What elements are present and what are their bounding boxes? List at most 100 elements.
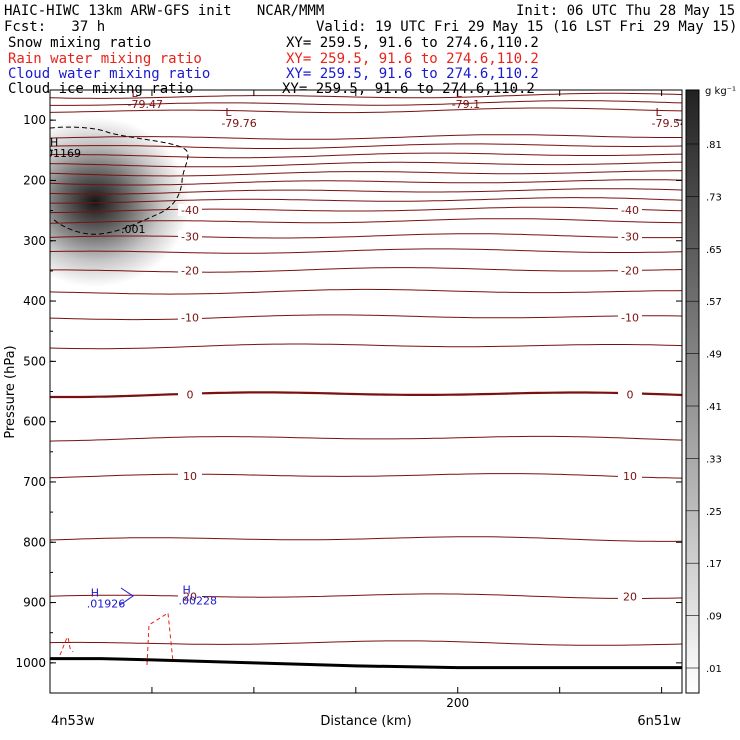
ice-contour-label: .001: [121, 223, 146, 236]
colorbar-label: .09: [706, 612, 722, 623]
temperature-contour: [50, 343, 682, 350]
temperature-contour: [50, 100, 682, 106]
y-tick-label: 600: [23, 415, 46, 429]
contour-label-bg: [618, 311, 642, 324]
colorbar: [685, 89, 700, 694]
temperature-contour: [50, 92, 682, 99]
temperature-contours: -40 -40 -30 -30 -20 -20 -10 -10 0 0 10 10 20 20: [50, 92, 682, 646]
contour-label: -30: [181, 231, 199, 244]
y-tick-label: 900: [23, 596, 46, 610]
contour-label: -40: [181, 204, 199, 217]
temperature-contour: [50, 640, 682, 646]
contour-label-bg: [618, 590, 642, 603]
y-tick-label: 700: [23, 475, 46, 489]
temperature-contour: [50, 267, 682, 273]
colorbar-label: .81: [706, 140, 722, 151]
annotation-marker: L: [456, 87, 463, 100]
contour-label-bg: [178, 230, 202, 243]
colorbar-label: .25: [706, 507, 722, 518]
annotation-marker: L: [225, 106, 232, 119]
field-label-cloud-ice: Cloud ice mixing ratio: [8, 81, 194, 97]
temperature-contour: [50, 435, 682, 442]
contour-label-bg: [178, 311, 202, 324]
colorbar-ticks: .81 .73 .65 .57 .49 .41 .33 .25 .17 .09 .01: [686, 140, 722, 675]
temperature-contour: [50, 473, 682, 479]
colorbar-label: .49: [706, 350, 722, 361]
contour-label-bg: [618, 388, 642, 401]
annotation-marker: H: [50, 136, 58, 149]
annotation-value: -79.54: [651, 117, 686, 130]
annotation-marker: H: [91, 587, 99, 600]
x-axis: 20 0: [49, 90, 663, 710]
temperature-contour: [50, 248, 682, 254]
contour-label-bg: [178, 590, 202, 603]
temperature-contour: [50, 152, 682, 159]
temperature-contour: [50, 218, 682, 224]
temperature-contour: [50, 161, 682, 168]
contour-label-bg: [178, 203, 202, 216]
contour-label-bg: [618, 264, 642, 277]
contour-label-bg: [178, 469, 202, 482]
valid-time: Valid: 19 UTC Fri 29 May 15 (16 LST Fri …: [316, 19, 738, 35]
cloud-ice-contour: [50, 126, 189, 235]
annotation-value: -79.76: [221, 117, 256, 130]
temperature-contour: [50, 134, 682, 140]
temperature-contour: [50, 188, 682, 195]
y-tick-label: 100: [23, 113, 46, 127]
annotation-value: .01926: [87, 598, 126, 611]
temperature-contour: [50, 143, 682, 149]
contour-label: 0: [187, 389, 194, 402]
temperature-contour: [50, 314, 682, 321]
contour-label: -10: [181, 311, 199, 324]
temperature-contour: [50, 206, 682, 214]
annotation-value: -79.1: [452, 98, 480, 111]
annotation-marker: H: [183, 584, 191, 597]
colorbar-label: .17: [706, 559, 722, 570]
contour-label-bg: [618, 469, 642, 482]
y-tick-label: 300: [23, 234, 46, 248]
annotation-value: -79.47: [128, 98, 163, 111]
temperature-contour: [50, 197, 682, 204]
contour-label-bg: [178, 388, 202, 401]
field-xy-snow: XY= 259.5, 91.6 to 274.6,110.2: [286, 35, 539, 51]
contour-label: 20: [183, 591, 197, 604]
y-axis-title: Pressure (hPa): [3, 345, 18, 438]
annotations: .001L-79.76L-79.54L-79.47L-79.1H01169H.0…: [50, 87, 686, 611]
rain-contour-left: [59, 635, 74, 656]
colorbar-label: .73: [706, 192, 722, 203]
colorbar-label: .57: [706, 297, 722, 308]
colorbar-unit: g kg⁻¹: [705, 86, 736, 97]
temperature-contour: [50, 107, 682, 114]
annotation-value: .00228: [179, 595, 218, 608]
x-endpoint-left: 4n53w: [51, 714, 95, 729]
x-axis-title: Distance (km): [320, 714, 411, 729]
chart-title: HAIC-HIWC 13km ARW-GFS init NCAR/MMM: [4, 3, 325, 19]
colorbar-label: .33: [706, 454, 722, 465]
x-endpoint-right: 6n51w: [637, 714, 681, 729]
temperature-contour: [50, 288, 682, 295]
field-label-snow: Snow mixing ratio: [8, 35, 152, 51]
colorbar-label: .65: [706, 245, 722, 256]
temperature-contour: [50, 179, 682, 186]
contour-label: 10: [183, 470, 197, 483]
temperature-contour: [50, 233, 682, 239]
field-label-rain: Rain water mixing ratio: [8, 51, 202, 67]
temperature-contour: [50, 536, 682, 542]
y-tick-label: 400: [23, 294, 46, 308]
init-time: Init: 06 UTC Thu 28 May 15: [516, 3, 736, 19]
contour-label-bg: [178, 264, 202, 277]
y-tick-label: 800: [23, 535, 46, 549]
y-tick-label: 200: [23, 173, 46, 187]
contour-label: -30: [621, 231, 639, 244]
rain-contour-middle: [146, 612, 174, 666]
contour-label: 10: [623, 470, 637, 483]
contour-label: -10: [621, 311, 639, 324]
field-xy-rain: XY= 259.5, 91.6 to 274.6,110.2: [286, 51, 539, 67]
contour-label: 0: [627, 389, 634, 402]
temperature-contour: [50, 593, 682, 599]
cloud-water-contour: [119, 587, 134, 606]
contour-label-bg: [618, 230, 642, 243]
temperature-contour: [50, 391, 682, 399]
